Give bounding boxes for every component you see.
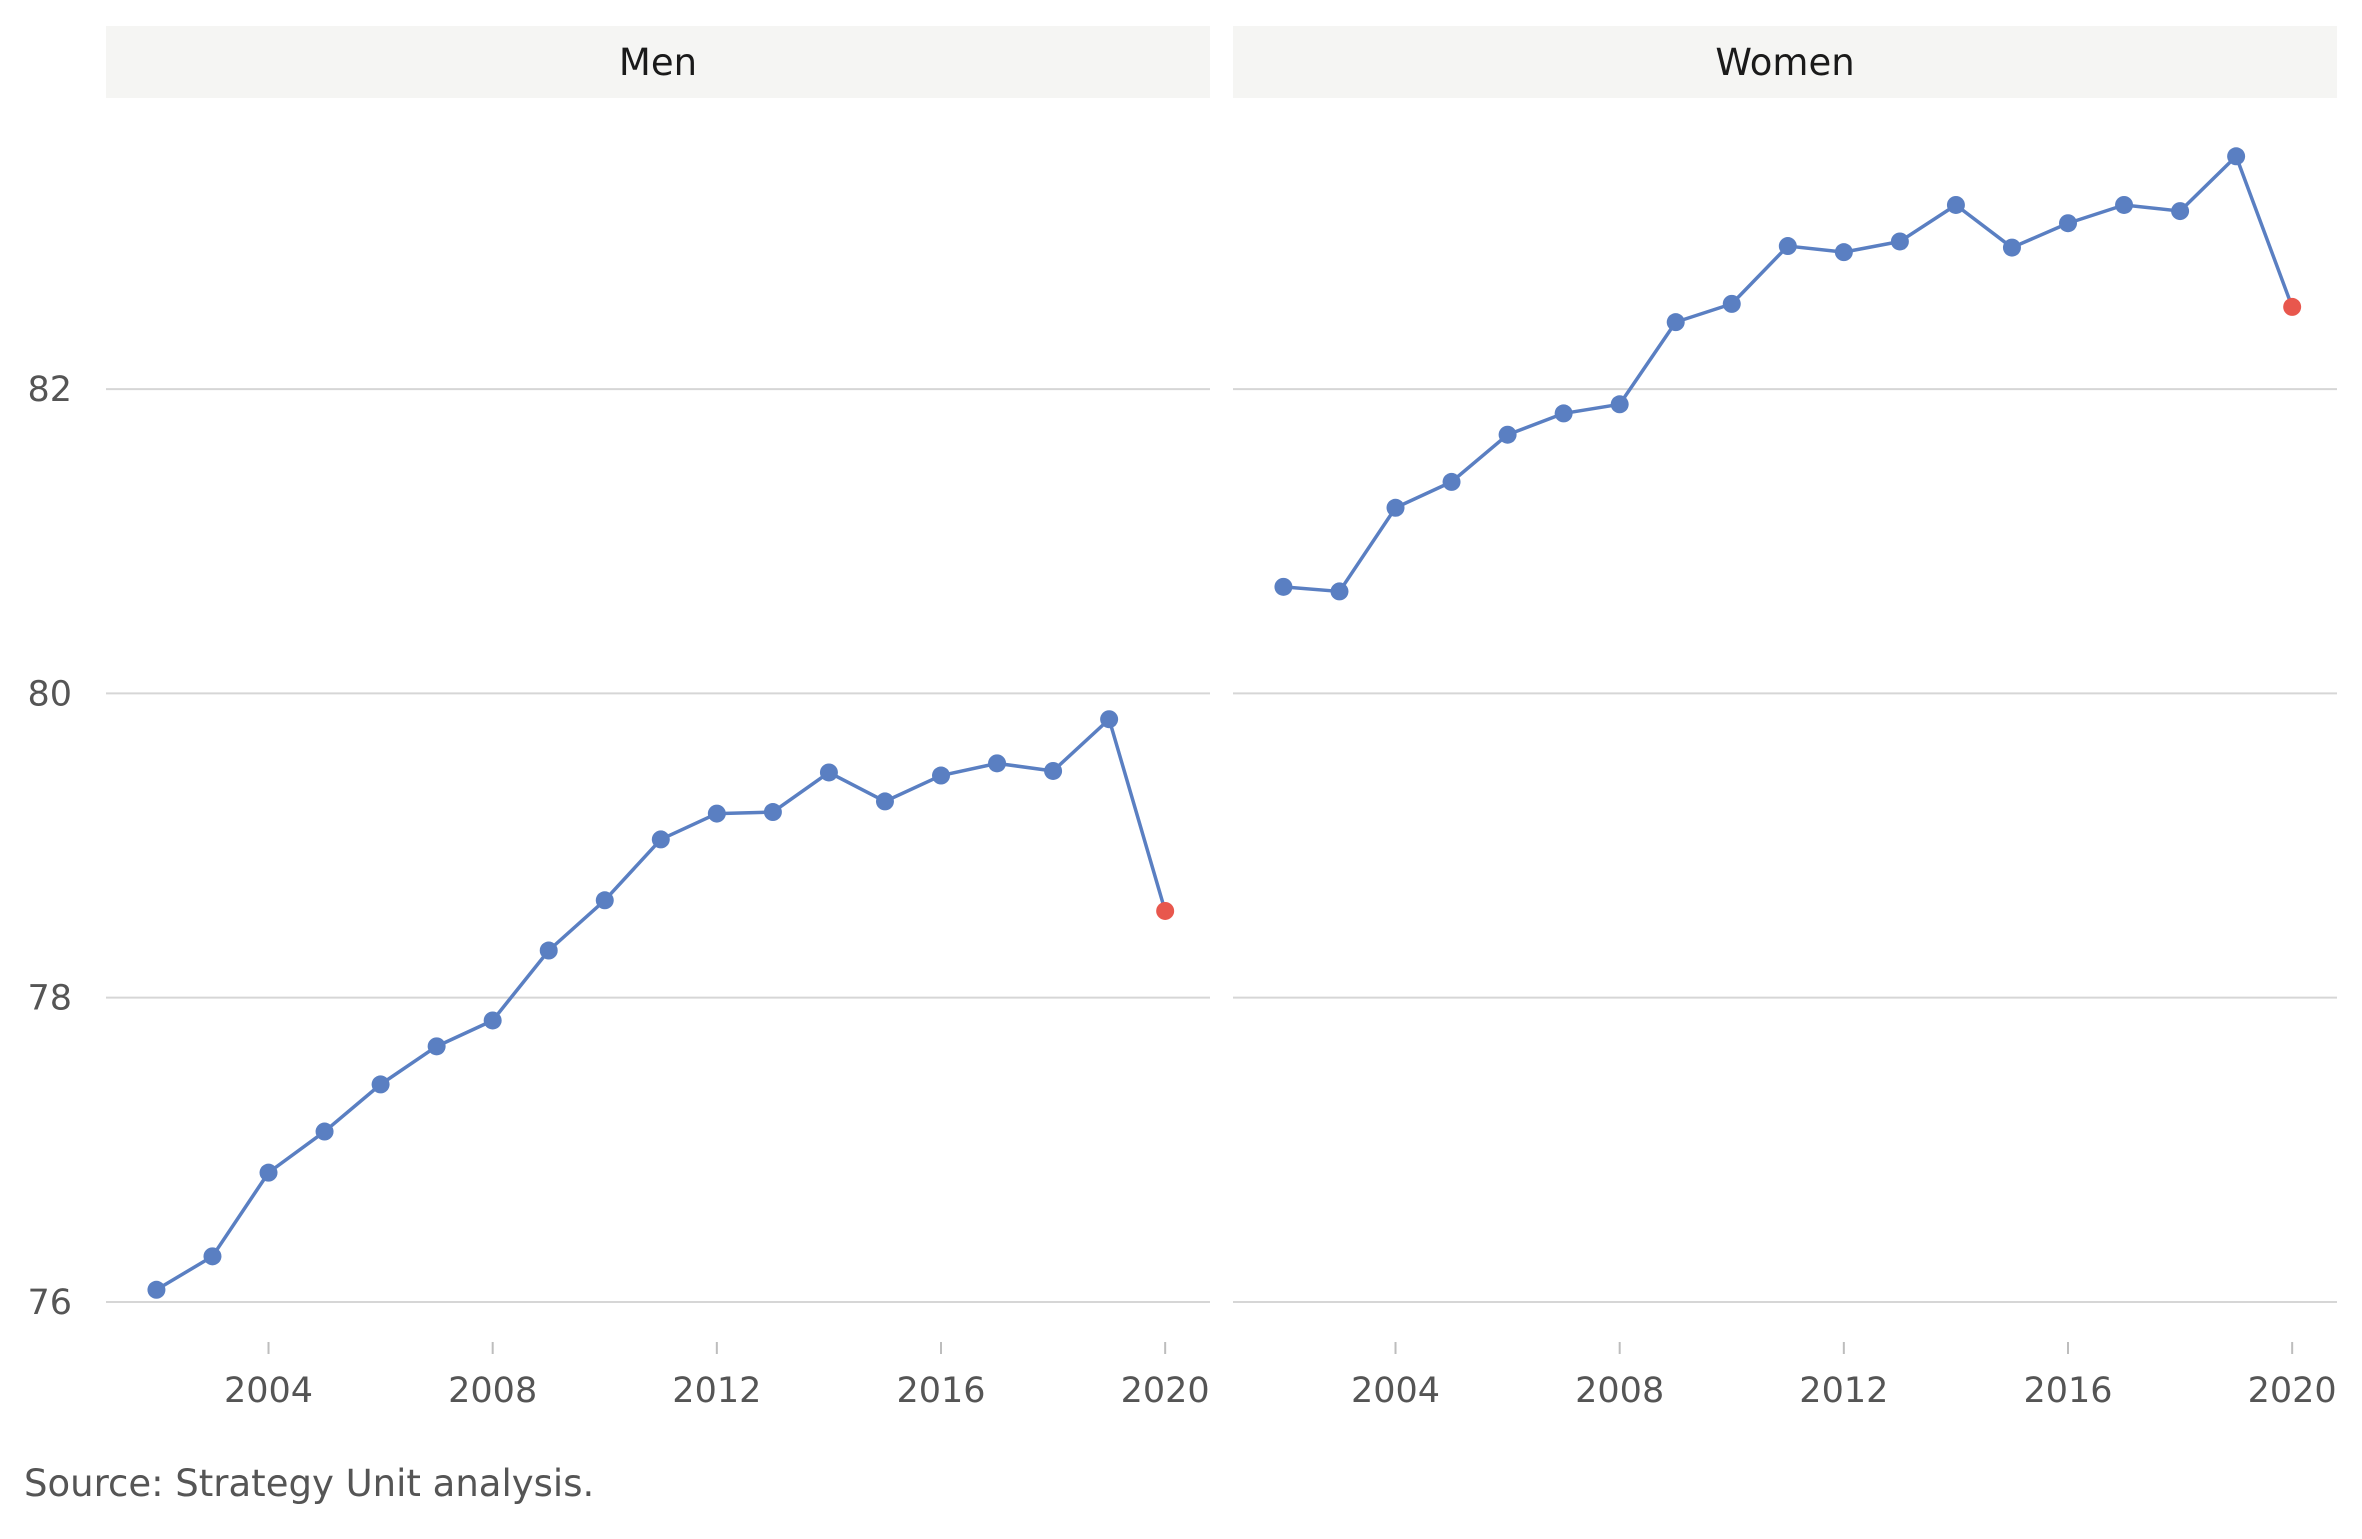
data-point bbox=[1274, 577, 1293, 596]
data-point bbox=[1722, 294, 1741, 313]
data-point bbox=[2115, 195, 2134, 214]
facet-strip-label: Women bbox=[1715, 41, 1854, 84]
data-point bbox=[1386, 498, 1405, 517]
data-point bbox=[1666, 313, 1685, 332]
data-point bbox=[1946, 195, 1965, 214]
panel-women: Women 2004 2008 2012 2016 2020 bbox=[1233, 26, 2337, 1411]
data-point bbox=[2002, 238, 2021, 257]
data-point bbox=[1100, 710, 1119, 729]
x-tick-label: 2020 bbox=[2248, 1371, 2337, 1411]
data-point bbox=[875, 792, 894, 811]
data-point bbox=[427, 1037, 446, 1056]
data-point bbox=[707, 804, 726, 823]
facet-strip bbox=[106, 26, 1210, 98]
highlight-point bbox=[1156, 901, 1175, 920]
data-point bbox=[595, 891, 614, 910]
data-point bbox=[2227, 147, 2246, 166]
data-point bbox=[1778, 237, 1797, 256]
data-point bbox=[2059, 214, 2078, 233]
data-point bbox=[371, 1075, 390, 1094]
facet-strip bbox=[1233, 26, 2337, 98]
data-point bbox=[1442, 472, 1461, 491]
source-caption: Source: Strategy Unit analysis. bbox=[24, 1462, 595, 1505]
data-point bbox=[315, 1122, 334, 1141]
series-line bbox=[155, 717, 1167, 1292]
x-tick-label: 2020 bbox=[1121, 1371, 1210, 1411]
y-tick-label: 80 bbox=[27, 674, 72, 714]
data-point bbox=[1330, 582, 1349, 601]
data-point bbox=[1890, 232, 1909, 251]
data-point bbox=[932, 766, 951, 785]
y-tick-label: 82 bbox=[27, 370, 72, 410]
data-point bbox=[147, 1280, 166, 1299]
data-point bbox=[1498, 425, 1517, 444]
x-tick-label: 2016 bbox=[896, 1371, 985, 1411]
x-tick-label: 2012 bbox=[1799, 1371, 1888, 1411]
x-tick-label: 2012 bbox=[672, 1371, 761, 1411]
data-point bbox=[819, 763, 838, 782]
data-point bbox=[1554, 404, 1573, 423]
y-tick-label: 76 bbox=[27, 1283, 72, 1323]
x-tick-label: 2016 bbox=[2023, 1371, 2112, 1411]
data-point bbox=[1834, 243, 1853, 262]
x-tick-label: 2004 bbox=[1351, 1371, 1440, 1411]
data-point bbox=[203, 1247, 222, 1266]
series-line bbox=[1283, 154, 2294, 594]
data-point bbox=[651, 830, 670, 849]
facet-strip-label: Men bbox=[619, 41, 697, 84]
x-tick-label: 2008 bbox=[1575, 1371, 1664, 1411]
data-point bbox=[1044, 761, 1063, 780]
data-point bbox=[2171, 202, 2190, 221]
data-point bbox=[483, 1011, 502, 1030]
data-point bbox=[763, 803, 782, 822]
panel-men: Men 2004 2008 2012 2016 2020 bbox=[106, 26, 1210, 1411]
y-tick-label: 78 bbox=[27, 979, 72, 1019]
data-point bbox=[539, 941, 558, 960]
data-point bbox=[259, 1163, 278, 1182]
x-tick-label: 2008 bbox=[448, 1371, 537, 1411]
data-point bbox=[988, 754, 1007, 773]
x-tick-label: 2004 bbox=[224, 1371, 313, 1411]
highlight-point bbox=[2283, 297, 2302, 316]
data-point bbox=[1610, 395, 1629, 414]
